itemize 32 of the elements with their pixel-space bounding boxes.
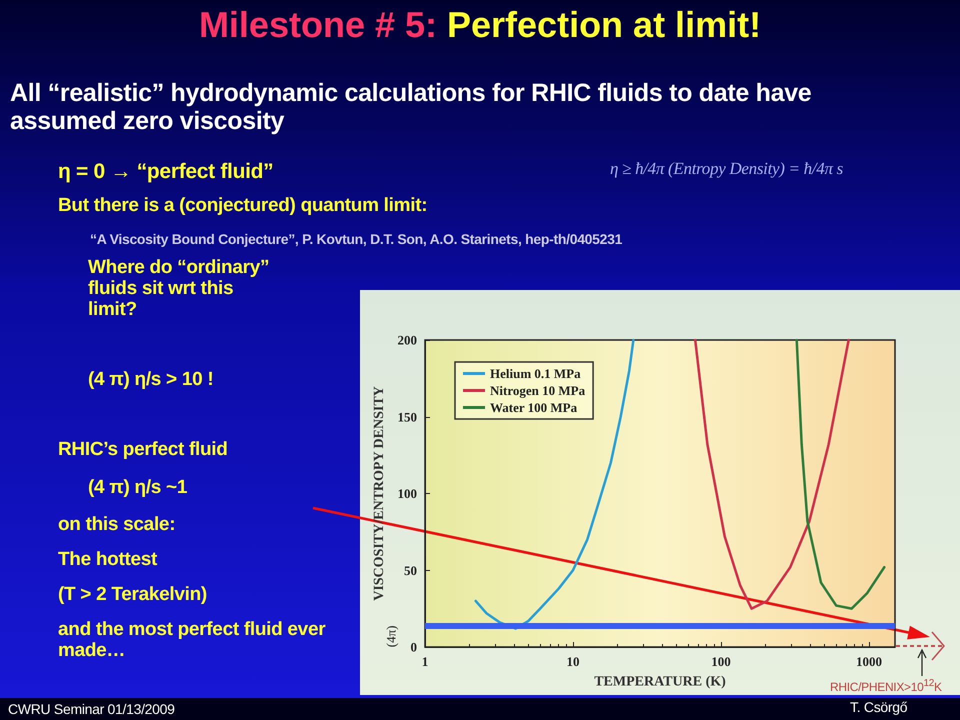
text: The hottest	[58, 549, 158, 571]
text: CWRU Seminar 01/13/2009	[8, 701, 176, 718]
x-tick-label: 1	[422, 654, 428, 669]
text: All “realistic” hydrodynamic calculations for RHIC fluids to date have assumed zero viscosity	[10, 79, 812, 135]
x-axis-title: TEMPERATURE (K)	[594, 674, 726, 690]
text: But there is a (conjectured) quantum limit:	[58, 195, 428, 217]
text: RHIC’s perfect fluid	[58, 439, 229, 461]
text: T. Csörgő	[850, 699, 908, 716]
text: “A Viscosity Bound Conjecture”, P. Kovtun, D.T. Son, A.O. Starinets, hep-th/0405231	[90, 231, 624, 248]
x-tick-label: 100	[711, 654, 731, 669]
ref-line-label: (4π)	[384, 626, 398, 648]
y-axis-title: VISCOSITY/ENTROPY DENSITY	[372, 386, 388, 601]
x-tick-label: 10	[566, 654, 580, 669]
text: RHIC/PHENIX>10$^{12}$K	[830, 678, 943, 694]
text: (4 π) η/s > 10 !	[88, 369, 214, 391]
text: Where do “ordinary” fluids sit wrt this limit?	[88, 257, 270, 321]
x-tick-label: 1000	[856, 654, 882, 669]
text: and the most perfect fluid ever made…	[58, 619, 326, 662]
y-tick-label: 200	[398, 332, 417, 348]
y-tick-label: 150	[398, 409, 417, 424]
y-tick-label: 0	[410, 640, 417, 654]
text: on this scale:	[58, 514, 176, 536]
text: η ≥ ħ/4π (Entropy Density) = ħ/4π s	[610, 159, 844, 179]
legend-label: Nitrogen 10 MPa	[490, 383, 586, 398]
text: η = 0 → “perfect fluid”	[58, 160, 274, 184]
chart-title: Milestone # 5: Perfection at limit!	[198, 4, 762, 45]
y-tick-label: 100	[398, 486, 417, 501]
text: (T > 2 Terakelvin)	[58, 584, 208, 606]
legend-label: Helium 0.1 MPa	[490, 366, 582, 381]
text: (4 π) η/s ~1	[88, 477, 188, 499]
y-tick-label: 50	[404, 562, 417, 578]
legend-label: Water 100 MPa	[490, 400, 578, 415]
